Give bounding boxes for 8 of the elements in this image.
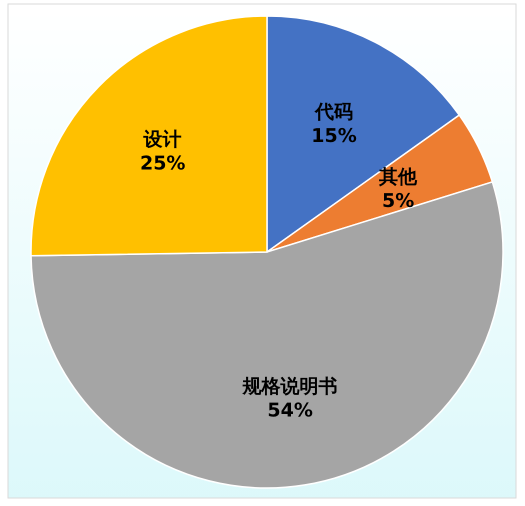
slice-label: 代码	[314, 101, 354, 124]
slice-label: 其他	[378, 166, 418, 188]
data-label: 5%	[382, 190, 414, 212]
data-label: 15%	[311, 124, 357, 147]
data-label: 54%	[267, 399, 313, 422]
slice-label: 规格说明书	[242, 376, 338, 398]
data-label: 25%	[140, 152, 186, 174]
slice-label: 设计	[142, 128, 182, 151]
